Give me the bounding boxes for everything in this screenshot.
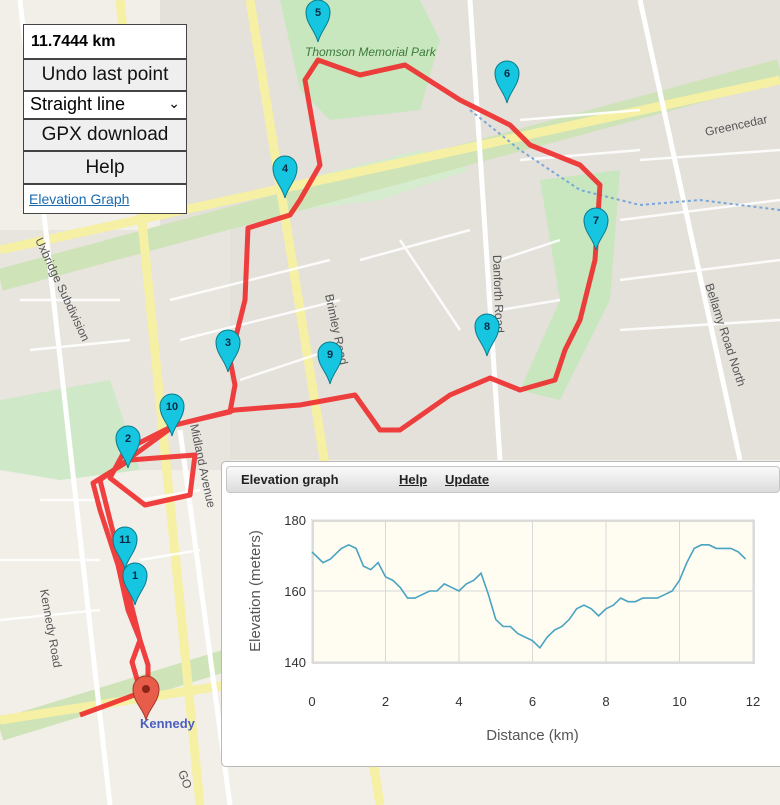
end-marker-icon[interactable]	[132, 675, 160, 721]
route-marker-4[interactable]: 4	[272, 155, 298, 199]
x-tick-label: 12	[746, 694, 760, 709]
undo-last-point-button[interactable]: Undo last point	[23, 59, 187, 91]
x-tick-label: 0	[308, 694, 315, 709]
elevation-help-link[interactable]: Help	[399, 472, 428, 487]
elevation-panel: Elevation graph Help Update 0 2 4 6 8 10 12 140…	[221, 461, 780, 767]
street-label-go: GO	[175, 768, 195, 790]
route-mode-select[interactable]: Straight line ⌄	[23, 91, 187, 119]
route-marker-7[interactable]: 7	[583, 207, 609, 251]
x-tick-label: 8	[602, 694, 609, 709]
route-marker-1[interactable]: 1	[122, 562, 148, 606]
street-label-danforth-road: Danforth Road	[490, 255, 507, 333]
route-marker-label: 5	[315, 7, 321, 19]
elevation-series-line	[311, 543, 747, 650]
x-tick-label: 10	[672, 694, 686, 709]
route-marker-label: 9	[327, 349, 333, 361]
y-tick-label: 180	[284, 513, 306, 528]
x-tick-label: 6	[529, 694, 536, 709]
chevron-down-icon: ⌄	[168, 95, 180, 111]
route-marker-label: 1	[132, 570, 138, 582]
station-label-kennedy: Kennedy	[140, 716, 196, 731]
route-marker-3[interactable]: 3	[215, 329, 241, 373]
route-marker-9[interactable]: 9	[317, 341, 343, 385]
route-marker-label: 10	[166, 401, 178, 413]
elevation-graph-link[interactable]: Elevation Graph	[23, 184, 187, 214]
distance-readout: 11.7444 km	[23, 24, 187, 59]
y-tick-label: 160	[284, 584, 306, 599]
x-tick-label: 4	[455, 694, 462, 709]
elevation-update-link[interactable]: Update	[445, 472, 490, 487]
route-marker-label: 3	[225, 337, 231, 349]
route-marker-label: 7	[593, 215, 599, 227]
gpx-download-button[interactable]: GPX download	[23, 119, 187, 151]
elevation-chart: 0 2 4 6 8 10 12 140 160 180 Distance (km) Elevation…	[247, 513, 760, 744]
route-mode-value: Straight line	[30, 94, 126, 114]
route-line	[79, 57, 603, 718]
elevation-panel-header: Elevation graph Help Update	[226, 466, 780, 493]
route-marker-label: 11	[119, 534, 131, 546]
route-marker-6[interactable]: 6	[494, 60, 520, 104]
route-marker-label: 8	[484, 321, 490, 333]
park-label-thomson: Thomson Memorial Park	[305, 45, 437, 59]
route-marker-label: 2	[125, 433, 131, 445]
route-marker-5[interactable]: 5	[305, 0, 331, 43]
route-marker-11[interactable]: 11	[112, 526, 138, 570]
route-marker-label: 4	[282, 163, 289, 175]
help-button[interactable]: Help	[23, 151, 187, 184]
elevation-panel-title: Elevation graph	[241, 472, 339, 487]
x-axis-label: Distance (km)	[486, 727, 579, 744]
route-marker-8[interactable]: 8	[474, 313, 500, 357]
y-axis-label: Elevation (meters)	[247, 530, 264, 652]
route-marker-2[interactable]: 2	[115, 425, 141, 469]
route-marker-label: 6	[504, 68, 510, 80]
y-tick-label: 140	[284, 655, 306, 670]
route-marker-10[interactable]: 10	[159, 393, 185, 437]
x-tick-label: 2	[382, 694, 389, 709]
